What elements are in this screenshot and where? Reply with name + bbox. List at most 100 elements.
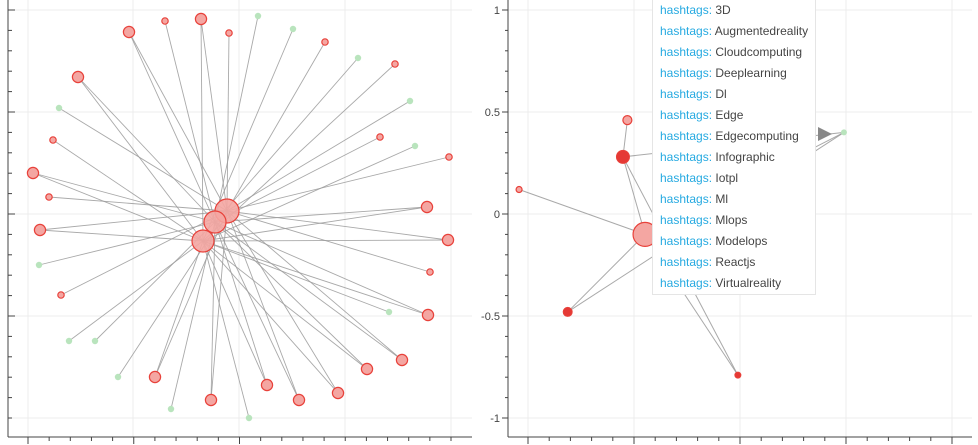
node-n28 — [114, 373, 122, 381]
tooltip-value: Virtualreality — [715, 276, 782, 290]
node-n12 — [411, 142, 419, 150]
tooltip-row: hashtags: Modelops — [653, 231, 815, 252]
tooltip-key: hashtags: — [660, 255, 716, 269]
edge-n10 — [226, 100, 411, 212]
node-n21 — [331, 386, 345, 400]
tooltip-key: hashtags: — [660, 234, 716, 248]
edge-n35 — [32, 172, 216, 223]
tooltip-row: hashtags: Reactjs — [653, 252, 815, 273]
tooltip-value: Modelops — [715, 234, 768, 248]
tooltip-row: hashtags: 3D — [653, 0, 815, 21]
node-b — [615, 149, 630, 164]
node-n8 — [354, 54, 362, 62]
edge-n1-b — [128, 31, 216, 223]
node-n16 — [426, 268, 434, 276]
hub-h2 — [203, 210, 227, 234]
node-n4 — [225, 29, 233, 37]
node-n9 — [391, 60, 399, 68]
node-n14 — [420, 200, 434, 214]
tooltip-key: hashtags: — [660, 192, 716, 206]
tooltip-row: hashtags: Mlops — [653, 210, 815, 231]
node-n13 — [445, 153, 453, 161]
node-n17 — [421, 308, 435, 322]
tooltip-row: hashtags: Edgecomputing — [653, 126, 815, 147]
edge-n34 — [48, 196, 228, 212]
edge-n18 — [202, 240, 390, 313]
tooltip-row: hashtags: Infographic — [653, 147, 815, 168]
node-n37 — [55, 104, 63, 112]
node-n33 — [33, 223, 47, 237]
tooltip-value: Deeplearning — [715, 66, 787, 80]
edge-a-d — [518, 189, 646, 235]
node-f — [734, 371, 742, 379]
node-n24 — [245, 414, 253, 422]
tooltip-value: Ml — [715, 192, 729, 206]
node-n15 — [441, 233, 455, 247]
edge-n3 — [200, 18, 204, 242]
tooltip-row: hashtags: Deeplearning — [653, 63, 815, 84]
node-e — [562, 306, 573, 317]
tooltip-key: hashtags: — [660, 171, 716, 185]
tooltip-key: hashtags: — [660, 45, 716, 59]
edge-n22-b — [214, 221, 300, 401]
edge-n17 — [214, 221, 429, 316]
edge-n5 — [214, 15, 259, 223]
edge-n30 — [68, 240, 204, 342]
tooltip-row: hashtags: Edge — [653, 105, 815, 126]
tooltip-row: hashtags: Ml — [653, 189, 815, 210]
edge-n7 — [226, 41, 326, 212]
edge-n33-b — [39, 210, 228, 231]
tooltip-key: hashtags: — [660, 213, 716, 227]
node-n1 — [122, 25, 136, 39]
node-n22 — [292, 393, 306, 407]
y-tick-label: -0.5 — [481, 311, 500, 323]
tooltip-row: hashtags: Dl — [653, 84, 815, 105]
tooltip-value: Reactjs — [715, 255, 756, 269]
edge-n26 — [170, 221, 216, 410]
edge-n19 — [226, 210, 403, 361]
edge-n21-b — [226, 210, 339, 394]
tooltip-value: Dl — [715, 87, 727, 101]
y-tick-label: 0.5 — [485, 107, 500, 119]
edge-n32 — [38, 221, 216, 266]
edge-n3-b — [200, 18, 228, 212]
tooltip-key: hashtags: — [660, 87, 716, 101]
tooltip-row: hashtags: Virtualreality — [653, 273, 815, 294]
node-n31 — [57, 291, 65, 299]
node-n3 — [194, 12, 208, 26]
edge-n37 — [58, 107, 228, 212]
edge-n17-b — [202, 240, 429, 316]
edge-n15-b — [226, 210, 449, 241]
edge-n16 — [226, 210, 431, 273]
edge-n4 — [226, 32, 230, 212]
right-network-nodes[interactable] — [515, 115, 847, 379]
tooltip-key: hashtags: — [660, 129, 716, 143]
edge-n24 — [202, 240, 250, 419]
edge-arrowhead — [818, 127, 832, 141]
edge-n14-b — [202, 206, 428, 242]
edge-n36 — [52, 139, 204, 242]
tooltip-value: Cloudcomputing — [715, 45, 803, 59]
edge-n2 — [164, 20, 216, 223]
node-n6 — [289, 25, 297, 33]
left-network-nodes[interactable] — [26, 12, 455, 422]
node-n34 — [45, 193, 53, 201]
edge-n19-b — [214, 221, 403, 361]
edge-n38-b — [77, 76, 204, 242]
right-plot-axes: 1 0.5 0 -0.5 -1 — [481, 0, 972, 444]
tooltip-key: hashtags: — [660, 24, 715, 38]
hover-tooltip: hashtags: 3D hashtags: Augmentedreality ha… — [652, 0, 816, 295]
node-n19 — [395, 353, 409, 367]
tooltip-key: hashtags: — [660, 66, 716, 80]
hub-h3 — [191, 229, 215, 253]
node-n25 — [204, 393, 218, 407]
edge-n38 — [77, 76, 216, 223]
node-n29 — [91, 337, 99, 345]
tooltip-value: Mlops — [715, 213, 748, 227]
edge-a-b — [622, 156, 646, 235]
tooltip-value: Infographic — [715, 150, 775, 164]
edge-n20 — [214, 221, 368, 370]
node-n38 — [71, 70, 85, 84]
edge-n20-b — [202, 240, 368, 370]
tooltip-value: Edgecomputing — [715, 129, 799, 143]
